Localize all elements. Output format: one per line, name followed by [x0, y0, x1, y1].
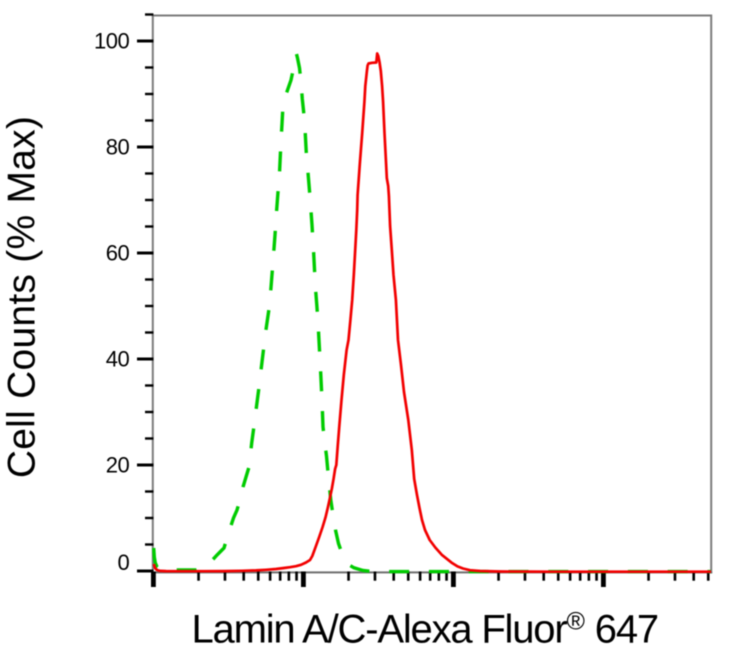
svg-text:Lamin A/C-Alexa Fluor® 647: Lamin A/C-Alexa Fluor® 647 [192, 608, 658, 646]
svg-text:0: 0 [117, 550, 129, 575]
svg-text:100: 100 [94, 29, 129, 54]
svg-text:20: 20 [106, 453, 130, 478]
svg-text:40: 40 [106, 347, 130, 372]
svg-text:Cell Counts (% Max): Cell Counts (% Max) [1, 116, 44, 478]
svg-text:60: 60 [106, 241, 130, 266]
svg-text:80: 80 [106, 135, 130, 160]
